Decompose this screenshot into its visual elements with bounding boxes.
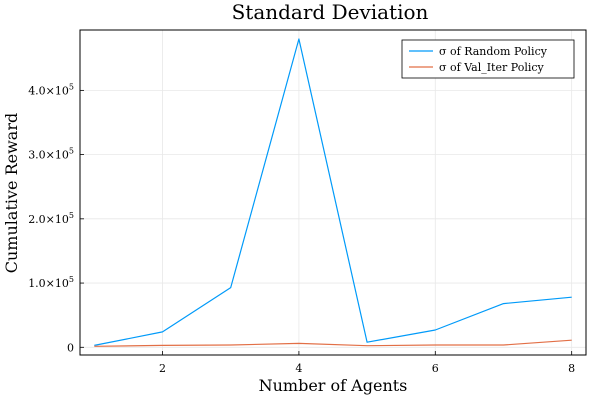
x-tick-label: 2: [159, 362, 166, 375]
chart-title: Standard Deviation: [232, 0, 429, 24]
series-line-2: [94, 339, 572, 347]
y-tick-label: 1.0×105: [28, 275, 74, 290]
grid: [80, 30, 586, 355]
y-tick-label: 3.0×105: [28, 147, 74, 162]
y-tick-label: 2.0×105: [28, 211, 74, 226]
x-axis-label: Number of Agents: [259, 376, 408, 395]
ticks: 2 4 6 8 0 1.0×105 2.0×105 3.0×105 4.0×105: [28, 82, 575, 375]
x-tick-label: 8: [568, 362, 575, 375]
series-line-1: [94, 38, 572, 346]
series-lines: [94, 38, 572, 347]
legend-box: [401, 39, 575, 79]
legend: σ of Random Policy σ of Val_Iter Policy: [401, 39, 575, 79]
y-tick-label: 4.0×105: [28, 82, 74, 97]
x-tick-label: 6: [432, 362, 439, 375]
y-axis-label: Cumulative Reward: [2, 113, 21, 273]
y-tick-label: 0: [67, 341, 74, 354]
legend-label: σ of Val_Iter Policy: [439, 61, 545, 74]
legend-label: σ of Random Policy: [439, 45, 548, 58]
x-tick-label: 4: [295, 362, 302, 375]
plot-frame: [79, 29, 587, 356]
